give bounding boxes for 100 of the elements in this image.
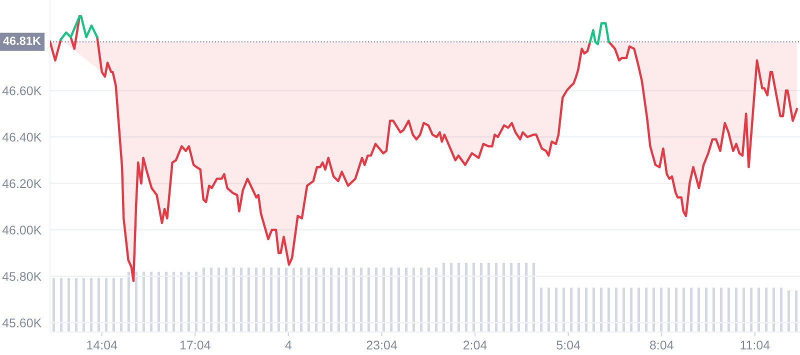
bar bbox=[667, 288, 670, 332]
bar bbox=[780, 288, 783, 332]
bar bbox=[97, 278, 100, 332]
bar bbox=[314, 268, 318, 332]
bar bbox=[727, 288, 730, 332]
bar bbox=[382, 268, 386, 332]
bar bbox=[704, 288, 708, 332]
bar bbox=[570, 288, 573, 332]
bar bbox=[644, 288, 648, 332]
x-tick-label: 5:04 bbox=[556, 340, 580, 350]
bar bbox=[292, 268, 296, 332]
bar bbox=[450, 262, 453, 332]
bar bbox=[764, 288, 768, 332]
bar bbox=[210, 268, 213, 332]
bar bbox=[427, 268, 430, 332]
bar bbox=[637, 288, 640, 332]
bar bbox=[60, 278, 63, 332]
bar bbox=[344, 268, 348, 332]
bar bbox=[67, 278, 70, 332]
bar bbox=[487, 262, 490, 332]
bar bbox=[300, 268, 303, 332]
bar bbox=[224, 268, 228, 332]
bar bbox=[360, 268, 363, 332]
bar bbox=[397, 268, 400, 332]
bar bbox=[390, 268, 393, 332]
bar bbox=[712, 288, 716, 332]
x-tick-label: 23:04 bbox=[366, 340, 397, 350]
x-tick-label: 14:04 bbox=[87, 340, 118, 350]
bar bbox=[562, 288, 566, 332]
x-tick-label: 11:04 bbox=[740, 340, 770, 350]
bar bbox=[404, 268, 408, 332]
bar bbox=[457, 262, 460, 332]
bar bbox=[412, 268, 416, 332]
bar bbox=[270, 268, 273, 332]
bar bbox=[90, 278, 93, 332]
y-tick-label: 46.40K bbox=[2, 132, 42, 142]
bar bbox=[750, 288, 753, 332]
bar bbox=[120, 278, 123, 332]
bar bbox=[532, 262, 536, 332]
bar bbox=[540, 288, 543, 332]
bar bbox=[652, 288, 656, 332]
bar bbox=[772, 288, 776, 332]
bar bbox=[330, 268, 333, 332]
bar bbox=[584, 288, 588, 332]
bar bbox=[420, 268, 423, 332]
y-tick-label: 46.00K bbox=[2, 226, 42, 234]
bar bbox=[374, 268, 378, 332]
bar bbox=[232, 268, 236, 332]
bar bbox=[682, 288, 686, 332]
bar bbox=[524, 262, 528, 332]
bar bbox=[480, 262, 483, 332]
bar bbox=[262, 268, 266, 332]
x-tick-label: 4 bbox=[285, 340, 292, 350]
bar bbox=[307, 268, 310, 332]
bar bbox=[74, 278, 78, 332]
bar bbox=[554, 288, 558, 332]
bar bbox=[630, 288, 633, 332]
bar bbox=[352, 268, 356, 332]
bar bbox=[510, 262, 513, 332]
y-tick-label: 46.60K bbox=[2, 86, 42, 96]
bar bbox=[697, 288, 700, 332]
bar bbox=[614, 288, 618, 332]
y-tick-label: 46.20K bbox=[2, 179, 42, 188]
bar bbox=[442, 262, 446, 332]
bar bbox=[757, 288, 760, 332]
bar bbox=[217, 268, 220, 332]
bar bbox=[337, 268, 340, 332]
bar bbox=[322, 268, 326, 332]
x-tick-label: 2:04 bbox=[463, 340, 487, 350]
bar bbox=[600, 288, 603, 332]
bar bbox=[464, 262, 468, 332]
bar bbox=[794, 290, 798, 332]
ref-line-label: 46.81K bbox=[3, 36, 41, 45]
bar bbox=[607, 288, 610, 332]
bar bbox=[104, 278, 108, 332]
bar bbox=[82, 278, 86, 332]
bar bbox=[592, 288, 596, 332]
bar bbox=[787, 290, 790, 332]
bar bbox=[434, 268, 438, 332]
bar bbox=[547, 288, 550, 332]
bar bbox=[674, 288, 678, 332]
bar bbox=[494, 262, 498, 332]
bar bbox=[367, 268, 370, 332]
bar bbox=[690, 288, 693, 332]
bar bbox=[734, 288, 738, 332]
bar bbox=[660, 288, 663, 332]
bar bbox=[240, 268, 243, 332]
bar bbox=[517, 262, 520, 332]
bar bbox=[284, 268, 288, 332]
bar bbox=[254, 268, 258, 332]
bar bbox=[742, 288, 746, 332]
bar bbox=[472, 262, 476, 332]
bar bbox=[720, 288, 723, 332]
bar bbox=[502, 262, 506, 332]
bar bbox=[112, 278, 116, 332]
bar bbox=[622, 288, 626, 332]
bar bbox=[577, 288, 580, 332]
bar bbox=[277, 268, 280, 332]
x-tick-label: 8:04 bbox=[650, 340, 674, 350]
bar bbox=[202, 268, 206, 332]
